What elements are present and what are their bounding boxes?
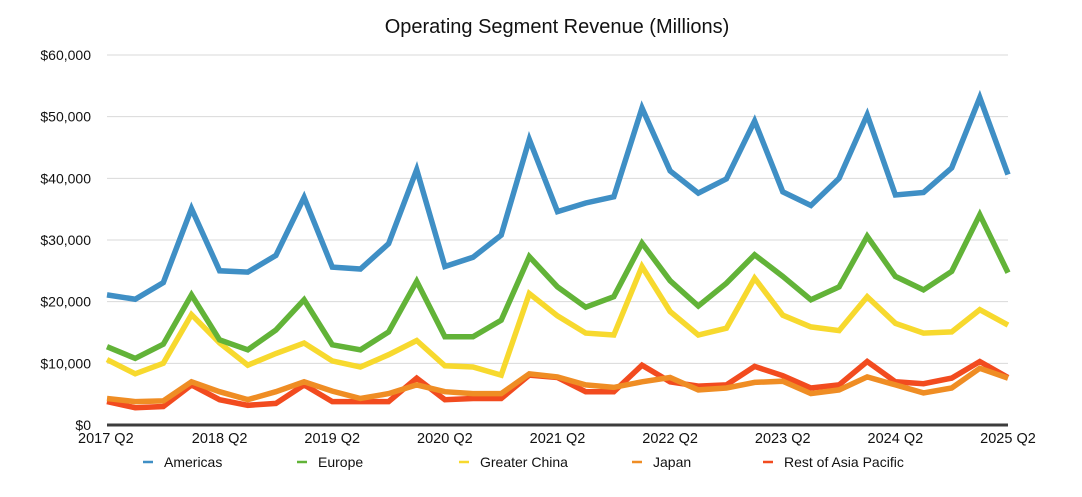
- series-line-japan: [106, 365, 1009, 405]
- y-tick-label: $40,000: [40, 170, 91, 186]
- x-axis-ticks: 2017 Q2 2018 Q2 2019 Q2 2020 Q2 2021 Q2 2022 …: [78, 431, 1036, 447]
- y-tick-label: $20,000: [40, 294, 91, 310]
- gridlines: [107, 54, 1008, 364]
- legend-label: Rest of Asia Pacific: [784, 454, 904, 470]
- series-line-greater-china: [105, 260, 1010, 379]
- x-tick-label: 2019 Q2: [304, 431, 360, 447]
- legend-item-japan: Japan: [632, 454, 691, 470]
- y-tick-label: $10,000: [40, 355, 91, 371]
- legend: Americas Europe Greater China Japan Rest of …: [143, 454, 904, 470]
- x-tick-label: 2025 Q2: [980, 431, 1036, 447]
- x-tick-label: 2021 Q2: [530, 431, 586, 447]
- y-tick-label: $0: [75, 417, 91, 433]
- legend-item-americas: Americas: [143, 454, 222, 470]
- y-tick-label: $50,000: [40, 109, 91, 125]
- x-tick-label: 2024 Q2: [868, 431, 924, 447]
- y-tick-label: $60,000: [40, 47, 91, 63]
- x-tick-label: 2017 Q2: [78, 431, 134, 447]
- y-axis-ticks: $0 $10,000 $20,000 $30,000 $40,000 $50,000 $60…: [40, 47, 91, 433]
- legend-item-greater-china: Greater China: [459, 454, 568, 470]
- x-tick-label: 2022 Q2: [642, 431, 698, 447]
- series-lines: [105, 89, 1011, 411]
- series-line-americas: [106, 89, 1011, 303]
- legend-label: Japan: [653, 454, 691, 470]
- chart-title: Operating Segment Revenue (Millions): [385, 16, 730, 38]
- legend-item-rest-of-asia-pacific: Rest of Asia Pacific: [763, 454, 904, 470]
- y-tick-label: $30,000: [40, 232, 91, 248]
- series-line-europe: [105, 208, 1011, 362]
- legend-label: Americas: [164, 454, 222, 470]
- legend-item-europe: Europe: [297, 454, 363, 470]
- legend-label: Greater China: [480, 454, 568, 470]
- x-tick-label: 2018 Q2: [192, 431, 248, 447]
- x-tick-label: 2023 Q2: [755, 431, 811, 447]
- x-tick-label: 2020 Q2: [417, 431, 473, 447]
- legend-label: Europe: [318, 454, 363, 470]
